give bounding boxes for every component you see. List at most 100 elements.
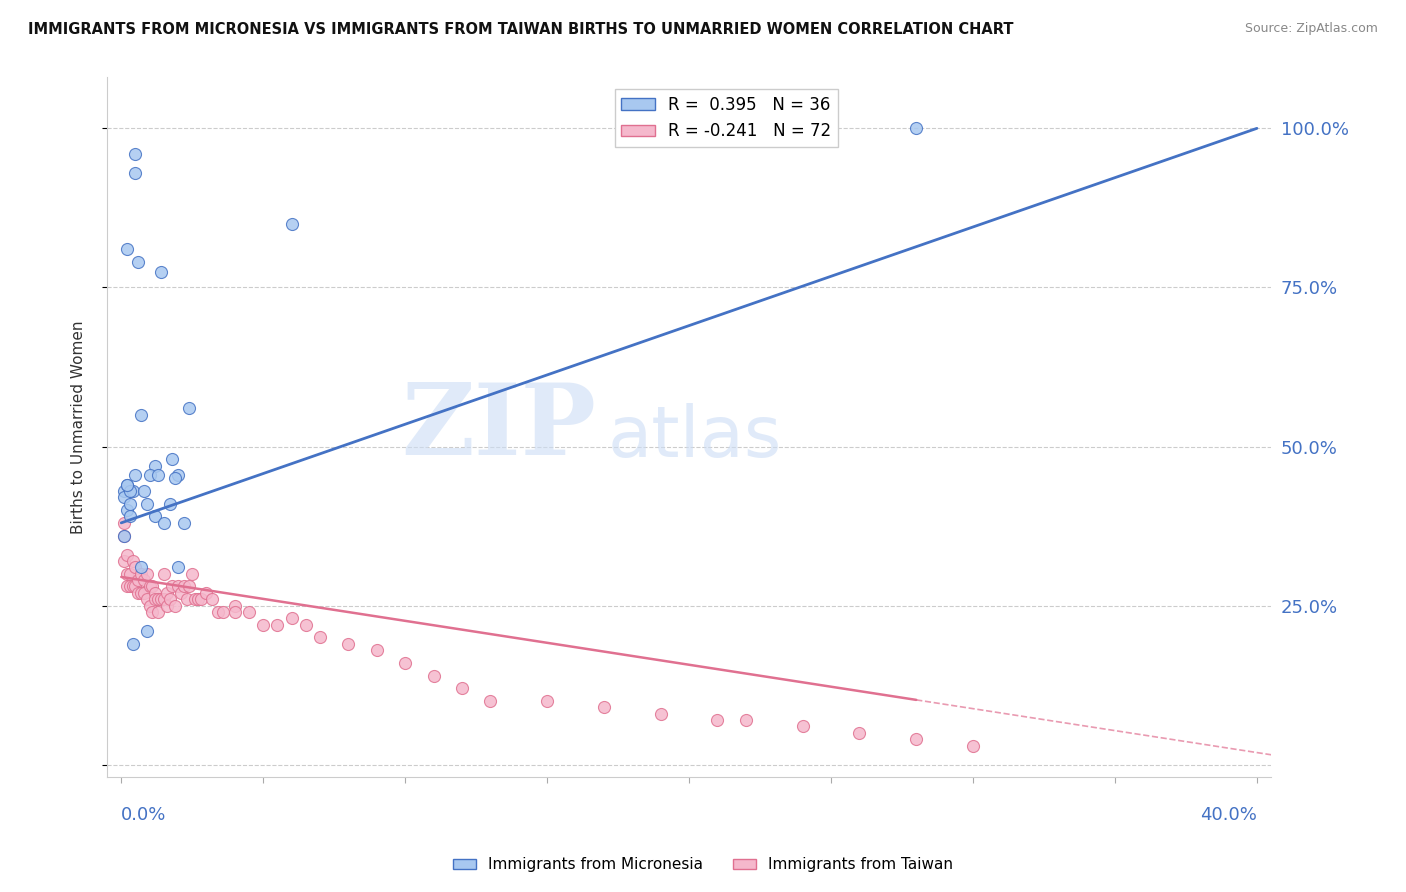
Point xyxy=(112,528,135,542)
Point xyxy=(176,592,198,607)
Point xyxy=(118,579,141,593)
Point xyxy=(118,509,141,524)
Point xyxy=(112,483,135,498)
Point xyxy=(124,146,146,161)
Point xyxy=(150,264,173,278)
Point xyxy=(156,599,179,613)
Legend: Immigrants from Micronesia, Immigrants from Taiwan: Immigrants from Micronesia, Immigrants f… xyxy=(444,849,962,880)
Point xyxy=(280,217,302,231)
Point xyxy=(309,631,332,645)
Point xyxy=(115,477,138,491)
Point xyxy=(129,560,152,574)
Point xyxy=(143,458,166,473)
Legend: R =  0.395   N = 36, R = -0.241   N = 72: R = 0.395 N = 36, R = -0.241 N = 72 xyxy=(614,89,838,147)
Point xyxy=(162,579,184,593)
Point xyxy=(143,586,166,600)
Point xyxy=(224,599,246,613)
Text: IMMIGRANTS FROM MICRONESIA VS IMMIGRANTS FROM TAIWAN BIRTHS TO UNMARRIED WOMEN C: IMMIGRANTS FROM MICRONESIA VS IMMIGRANTS… xyxy=(28,22,1014,37)
Point xyxy=(224,605,246,619)
Point xyxy=(112,516,135,530)
Point xyxy=(266,617,288,632)
Point xyxy=(451,681,474,696)
Point xyxy=(115,242,138,256)
Point xyxy=(167,560,190,574)
Point xyxy=(141,579,163,593)
Text: atlas: atlas xyxy=(607,403,782,473)
Point xyxy=(165,599,187,613)
Point xyxy=(132,483,155,498)
Point xyxy=(479,694,502,708)
Point xyxy=(121,637,143,651)
Text: ZIP: ZIP xyxy=(401,379,596,476)
Point xyxy=(143,509,166,524)
Point xyxy=(121,554,143,568)
Point xyxy=(650,706,672,721)
Point xyxy=(121,483,143,498)
Point xyxy=(153,566,176,581)
Text: 0.0%: 0.0% xyxy=(121,806,167,824)
Point xyxy=(148,592,170,607)
Point xyxy=(187,592,209,607)
Text: 40.0%: 40.0% xyxy=(1201,806,1257,824)
Point xyxy=(121,579,143,593)
Point xyxy=(153,516,176,530)
Point xyxy=(118,483,141,498)
Point xyxy=(115,566,138,581)
Point xyxy=(135,497,157,511)
Point xyxy=(127,586,149,600)
Point xyxy=(159,592,181,607)
Point xyxy=(195,586,218,600)
Point xyxy=(167,579,190,593)
Point xyxy=(124,468,146,483)
Point xyxy=(366,643,388,657)
Point xyxy=(112,554,135,568)
Point xyxy=(112,491,135,505)
Point xyxy=(127,255,149,269)
Point xyxy=(127,573,149,587)
Point xyxy=(734,713,756,727)
Y-axis label: Births to Unmarried Women: Births to Unmarried Women xyxy=(72,320,86,534)
Point xyxy=(190,592,212,607)
Point xyxy=(162,452,184,467)
Point xyxy=(212,605,235,619)
Point xyxy=(962,739,984,753)
Point xyxy=(173,516,195,530)
Point xyxy=(132,586,155,600)
Point xyxy=(115,477,138,491)
Point xyxy=(184,592,207,607)
Point xyxy=(124,166,146,180)
Point xyxy=(181,566,204,581)
Point xyxy=(179,579,201,593)
Point xyxy=(593,700,616,714)
Point xyxy=(135,624,157,638)
Point xyxy=(536,694,558,708)
Point xyxy=(129,586,152,600)
Point xyxy=(141,605,163,619)
Point xyxy=(115,503,138,517)
Point xyxy=(280,611,302,625)
Point xyxy=(905,121,928,136)
Point xyxy=(394,656,416,670)
Point xyxy=(129,408,152,422)
Point xyxy=(238,605,260,619)
Point xyxy=(295,617,318,632)
Point xyxy=(252,617,274,632)
Point xyxy=(422,668,444,682)
Point xyxy=(848,726,870,740)
Point xyxy=(138,579,160,593)
Point xyxy=(792,719,814,733)
Point xyxy=(170,586,193,600)
Point xyxy=(138,468,160,483)
Point xyxy=(337,637,360,651)
Point xyxy=(150,592,173,607)
Point xyxy=(135,592,157,607)
Point xyxy=(706,713,728,727)
Point xyxy=(156,586,179,600)
Point xyxy=(153,592,176,607)
Point xyxy=(207,605,229,619)
Point xyxy=(118,497,141,511)
Point xyxy=(201,592,224,607)
Point xyxy=(159,497,181,511)
Point xyxy=(124,560,146,574)
Point xyxy=(905,732,928,747)
